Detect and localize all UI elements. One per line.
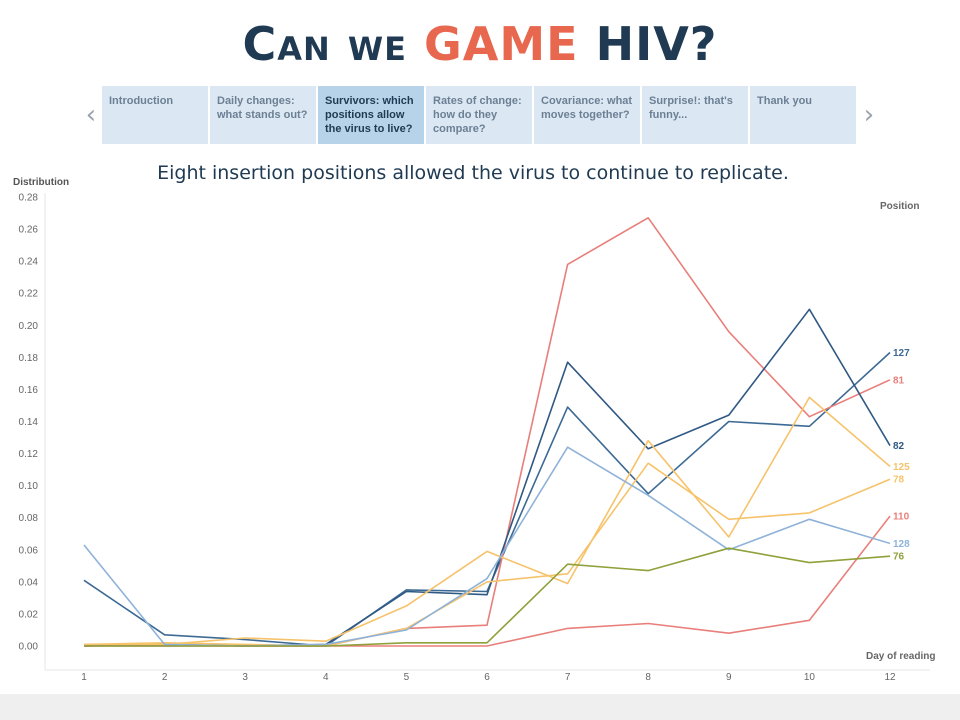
y-tick-label: 0.28 — [19, 193, 39, 204]
footer-bar — [0, 694, 960, 720]
title-highlight: GAME — [424, 17, 579, 71]
y-axis-label: Distribution — [13, 177, 70, 188]
y-tick-label: 0.08 — [19, 513, 39, 524]
page-title: Can we GAME HIV? — [0, 14, 960, 74]
series-end-label-82: 82 — [893, 441, 905, 452]
y-tick-label: 0.26 — [19, 225, 39, 236]
y-tick-label: 0.18 — [19, 353, 39, 364]
series-end-label-128: 128 — [893, 539, 910, 550]
x-tick-label: 12 — [884, 672, 896, 683]
chart-title: Eight insertion positions allowed the vi… — [157, 162, 789, 184]
y-tick-label: 0.22 — [19, 289, 39, 300]
tab-rates-of-change[interactable]: Rates of change: how do they compare? — [426, 86, 534, 144]
series-end-label-81: 81 — [893, 375, 905, 386]
x-tick-label: 4 — [323, 672, 329, 683]
tab-covariance[interactable]: Covariance: what moves together? — [534, 86, 642, 144]
series-line-78 — [83, 462, 891, 647]
y-tick-label: 0.16 — [19, 385, 39, 396]
title-prefix: Can we — [242, 17, 407, 71]
y-tick-label: 0.20 — [19, 321, 39, 332]
y-tick-label: 0.24 — [19, 257, 39, 268]
y-tick-label: 0.06 — [19, 545, 39, 556]
y-tick-label: 0.14 — [19, 417, 39, 428]
series-end-label-125: 125 — [893, 462, 910, 473]
tab-survivors[interactable]: Survivors: which positions allow the vir… — [318, 86, 426, 144]
tab-thank-you[interactable]: Thank you — [750, 86, 858, 144]
line-chart: 0.00 0.02 0.04 0.06 0.08 0.10 0.12 0.14 0.16 0.18… — [19, 193, 930, 683]
x-axis-label: Day of reading — [866, 651, 936, 662]
y-tick-label: 0.00 — [19, 642, 39, 653]
chevron-right-icon[interactable]: › — [863, 100, 875, 130]
x-tick-label: 7 — [565, 672, 571, 683]
x-tick-label: 9 — [726, 672, 732, 683]
series-end-label-78: 78 — [893, 475, 905, 486]
title-suffix: HIV? — [595, 17, 718, 71]
chevron-left-icon[interactable]: ‹ — [85, 100, 97, 130]
legend-title: Position — [880, 201, 920, 212]
y-tick-label: 0.02 — [19, 609, 39, 620]
x-tick-label: 6 — [484, 672, 490, 683]
series-line-82 — [83, 308, 891, 647]
series-line-127 — [83, 351, 891, 647]
series-line-125 — [84, 396, 891, 646]
x-tick-label: 5 — [404, 672, 410, 683]
x-tick-label: 1 — [81, 672, 87, 683]
series-end-label-76: 76 — [893, 552, 905, 563]
y-tick-label: 0.12 — [19, 449, 39, 460]
y-tick-label: 0.04 — [19, 577, 39, 588]
y-tick-label: 0.10 — [19, 481, 39, 492]
tab-daily-changes[interactable]: Daily changes: what stands out? — [210, 86, 318, 144]
tab-introduction[interactable]: Introduction — [102, 86, 210, 144]
tab-surprise[interactable]: Surprise!: that's funny... — [642, 86, 750, 144]
x-tick-label: 2 — [162, 672, 168, 683]
series-line-128 — [83, 446, 891, 647]
series-end-label-127: 127 — [893, 348, 910, 359]
story-tabs: Introduction Daily changes: what stands … — [102, 86, 858, 144]
series-end-label-110: 110 — [893, 512, 910, 523]
series-line-110 — [84, 515, 891, 647]
x-tick-label: 8 — [645, 672, 651, 683]
series-line-76 — [84, 547, 891, 647]
x-tick-label: 3 — [242, 672, 248, 683]
x-tick-label: 10 — [804, 672, 816, 683]
